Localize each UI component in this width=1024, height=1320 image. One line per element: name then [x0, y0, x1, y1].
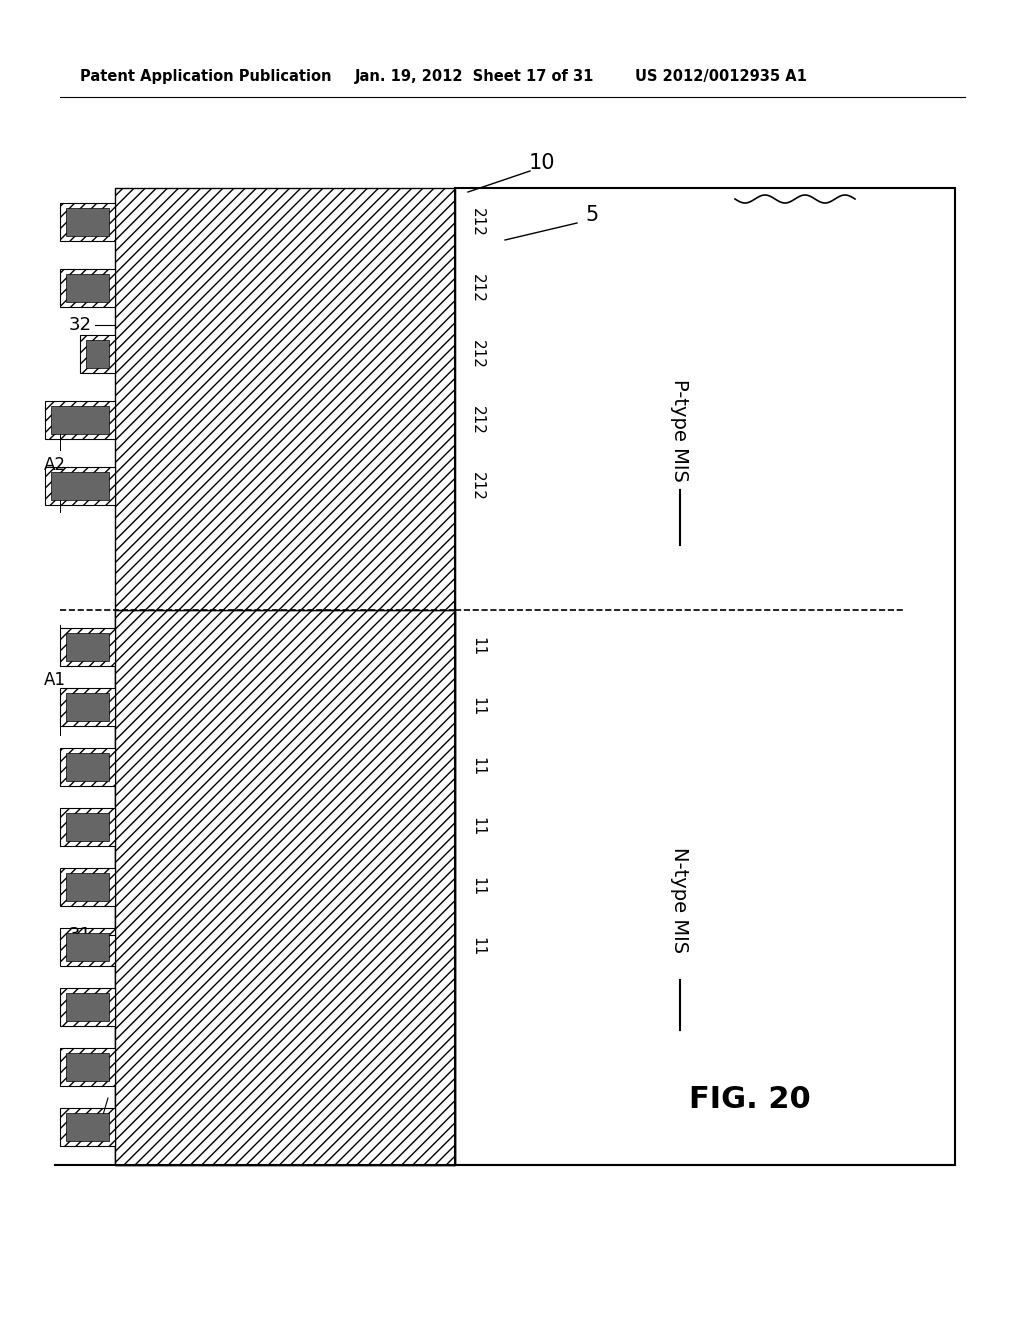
Text: 11: 11: [470, 758, 485, 776]
Bar: [51, 473, 109, 500]
Bar: [66, 209, 109, 236]
Bar: [60, 628, 115, 667]
Bar: [86, 341, 109, 368]
Bar: [60, 748, 115, 785]
Text: P-type MIS: P-type MIS: [671, 379, 689, 482]
Bar: [66, 813, 109, 841]
Text: 212: 212: [470, 207, 485, 236]
Text: 212: 212: [470, 339, 485, 368]
Bar: [80, 335, 115, 374]
Text: 5: 5: [586, 205, 599, 224]
Text: 20: 20: [77, 1121, 99, 1139]
Text: 212: 212: [470, 405, 485, 434]
Text: 11: 11: [470, 638, 485, 656]
Bar: [60, 928, 115, 966]
Bar: [66, 275, 109, 302]
Bar: [60, 1048, 115, 1086]
Bar: [455, 187, 955, 1166]
Bar: [60, 688, 115, 726]
Bar: [115, 610, 455, 1166]
Text: 212: 212: [470, 471, 485, 500]
Text: A1: A1: [44, 671, 66, 689]
Bar: [60, 1107, 115, 1146]
Bar: [60, 269, 115, 308]
Text: 10: 10: [528, 153, 555, 173]
Bar: [60, 987, 115, 1026]
Bar: [60, 869, 115, 906]
Text: 212: 212: [470, 273, 485, 302]
Text: FIG. 20: FIG. 20: [689, 1085, 811, 1114]
Text: Jan. 19, 2012  Sheet 17 of 31: Jan. 19, 2012 Sheet 17 of 31: [355, 70, 594, 84]
Bar: [115, 610, 455, 1166]
Bar: [66, 1053, 109, 1081]
Text: US 2012/0012935 A1: US 2012/0012935 A1: [635, 70, 807, 84]
Text: 32: 32: [69, 315, 91, 334]
Text: 11: 11: [470, 937, 485, 957]
Text: N-type MIS: N-type MIS: [671, 847, 689, 953]
Text: 11: 11: [470, 817, 485, 837]
Bar: [66, 693, 109, 721]
Bar: [66, 933, 109, 961]
Bar: [60, 808, 115, 846]
Bar: [66, 752, 109, 781]
Bar: [66, 1113, 109, 1140]
Bar: [51, 407, 109, 434]
Text: A2: A2: [44, 455, 66, 474]
Bar: [45, 467, 115, 506]
Bar: [66, 993, 109, 1020]
Bar: [66, 873, 109, 902]
Text: 31: 31: [69, 927, 91, 944]
Text: 11: 11: [470, 697, 485, 717]
Text: 11: 11: [470, 878, 485, 896]
Bar: [60, 203, 115, 242]
Bar: [66, 634, 109, 661]
Bar: [45, 401, 115, 440]
Bar: [115, 187, 455, 610]
Text: Patent Application Publication: Patent Application Publication: [80, 70, 332, 84]
